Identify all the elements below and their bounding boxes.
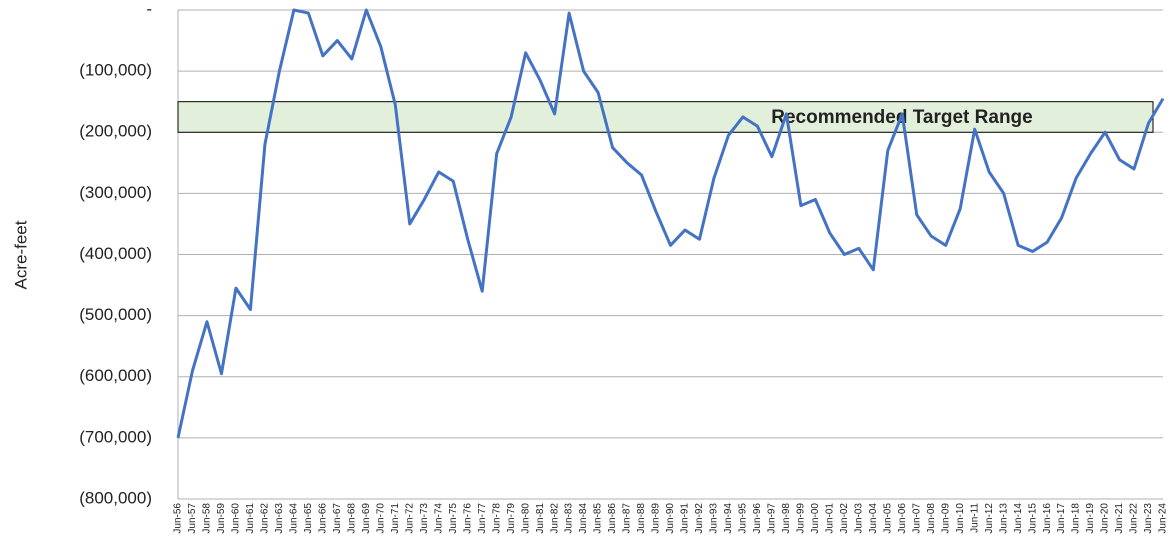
x-tick-label: Jun-88: [636, 503, 647, 534]
data-line: [176, 8, 1165, 439]
x-tick-label: Jun-76: [462, 503, 473, 534]
x-tick-label: Jun-09: [940, 503, 951, 534]
x-tick-label: Jun-57: [187, 503, 198, 534]
x-tick-label: Jun-67: [332, 503, 343, 534]
x-tick-label: Jun-56: [173, 503, 184, 534]
x-tick-label: Jun-81: [535, 503, 546, 534]
x-tick-label: Jun-99: [796, 503, 807, 534]
x-tick-label: Jun-05: [882, 503, 893, 534]
x-tick-label: Jun-78: [491, 503, 502, 534]
x-tick-label: Jun-11: [969, 503, 980, 533]
x-tick-label: Jun-91: [680, 503, 691, 534]
x-tick-label: Jun-63: [274, 503, 285, 534]
x-tick-label: Jun-58: [202, 503, 213, 534]
x-tick-label: Jun-12: [984, 503, 995, 534]
x-tick-label: Jun-86: [607, 503, 618, 534]
y-tick-label: (400,000): [79, 244, 152, 263]
x-tick-label: Jun-22: [1129, 503, 1140, 534]
x-tick-label: Jun-66: [317, 503, 328, 534]
x-tick-label: Jun-14: [1013, 503, 1024, 534]
x-tick-label: Jun-80: [520, 503, 531, 534]
x-tick-label: Jun-23: [1143, 503, 1154, 534]
x-tick-label: Jun-02: [839, 503, 850, 534]
x-tick-label: Jun-89: [651, 503, 662, 534]
x-tick-label: Jun-94: [723, 503, 734, 534]
x-tick-label: Jun-69: [361, 503, 372, 534]
x-tick-label: Jun-87: [622, 503, 633, 534]
x-tick-label: Jun-77: [477, 503, 488, 534]
x-tick-label: Jun-93: [709, 503, 720, 534]
x-tick-label: Jun-84: [578, 503, 589, 534]
x-tick-label: Jun-98: [781, 503, 792, 534]
y-tick-label: (700,000): [79, 427, 152, 446]
x-tick-label: Jun-21: [1114, 503, 1125, 534]
x-tick-label: Jun-97: [767, 503, 778, 534]
x-tick-label: Jun-06: [897, 503, 908, 534]
x-tick-label: Jun-13: [998, 503, 1009, 534]
x-tick-label: Jun-17: [1056, 503, 1067, 534]
x-tick-label: Jun-95: [738, 503, 749, 534]
x-tick-label: Jun-18: [1071, 503, 1082, 534]
y-tick-label: (200,000): [79, 122, 152, 141]
x-tick-label: Jun-19: [1085, 503, 1096, 534]
x-tick-label: Jun-08: [926, 503, 937, 534]
y-tick-label: -: [146, 0, 152, 18]
x-tick-label: Jun-75: [448, 503, 459, 534]
y-tick-label: (800,000): [79, 488, 152, 507]
x-tick-label: Jun-92: [694, 503, 705, 534]
y-tick-label: (100,000): [79, 61, 152, 80]
x-tick-label: Jun-20: [1100, 503, 1111, 534]
x-tick-label: Jun-15: [1027, 503, 1038, 534]
x-tick-label: Jun-79: [506, 503, 517, 534]
x-tick-label: Jun-65: [303, 503, 314, 534]
x-tick-label: Jun-16: [1042, 503, 1053, 534]
x-tick-label: Jun-62: [260, 503, 271, 534]
x-tick-label: Jun-61: [245, 503, 256, 534]
x-tick-label: Jun-90: [665, 503, 676, 534]
x-tick-label: Jun-07: [911, 503, 922, 534]
x-tick-label: Jun-64: [289, 503, 300, 534]
x-tick-label: Jun-24: [1158, 503, 1169, 534]
x-tick-label: Jun-03: [853, 503, 864, 534]
y-axis-label: Acre-feet: [11, 220, 30, 289]
x-tick-label: Jun-74: [433, 503, 444, 534]
x-tick-label: Jun-68: [346, 503, 357, 534]
x-tick-label: Jun-96: [752, 503, 763, 534]
x-tick-label: Jun-04: [868, 503, 879, 534]
x-tick-label: Jun-82: [549, 503, 560, 534]
x-tick-label: Jun-00: [810, 503, 821, 534]
y-tick-label: (600,000): [79, 366, 152, 385]
y-tick-label: (500,000): [79, 305, 152, 324]
x-tick-label: Jun-83: [564, 503, 575, 534]
x-tick-label: Jun-60: [231, 503, 242, 534]
x-tick-label: Jun-85: [593, 503, 604, 534]
x-tick-label: Jun-70: [375, 503, 386, 534]
x-tick-label: Jun-71: [390, 503, 401, 534]
x-tick-label: Jun-72: [404, 503, 415, 534]
x-tick-label: Jun-73: [419, 503, 430, 534]
x-tick-label: Jun-59: [216, 503, 227, 534]
x-tick-label: Jun-01: [824, 503, 835, 534]
y-tick-label: (300,000): [79, 183, 152, 202]
x-tick-label: Jun-10: [955, 503, 966, 534]
